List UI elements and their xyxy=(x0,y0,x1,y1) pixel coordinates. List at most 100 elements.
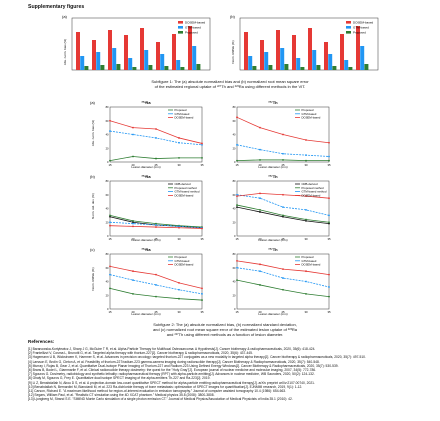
legend-label: DOSEM-based xyxy=(302,193,321,197)
data-point xyxy=(155,137,157,139)
data-point xyxy=(236,279,238,282)
data-point xyxy=(305,139,307,141)
bar xyxy=(140,28,144,70)
figure2-caption: Subfigure 2: The (a) absolute normalized… xyxy=(152,322,298,337)
data-point xyxy=(132,126,134,129)
panel-a-ylabel: Abs. norm. bias (%) xyxy=(63,39,67,65)
bar xyxy=(268,65,273,70)
y-tick-label: 0 xyxy=(107,160,109,164)
data-point xyxy=(259,159,261,161)
data-point xyxy=(201,142,203,145)
panel-axes xyxy=(109,253,203,310)
panel-axes xyxy=(236,106,330,163)
legend-label: CRB-derived xyxy=(302,182,318,186)
row-c-label: (c) xyxy=(90,247,95,252)
data-point xyxy=(282,152,284,155)
y-tick-label: 0 xyxy=(107,234,109,238)
data-point xyxy=(155,284,157,286)
legend-label: DOSEM-based xyxy=(302,263,321,267)
y-tick-label: 60 xyxy=(233,119,236,123)
row-a-right-xlabel: Lesion diameter (mm) xyxy=(258,165,287,169)
x-tick-label: 20 xyxy=(131,310,135,314)
row-b-left-title: ²²³Ra xyxy=(141,174,151,179)
legend-gtm-b: GTM-based xyxy=(353,26,369,30)
y-tick-label: 80 xyxy=(106,105,109,109)
reference-item: [11] Carson, Richard E. "A maximum likel… xyxy=(28,389,287,394)
row-a-right-title: ²²⁷Th xyxy=(268,100,278,105)
y-tick-label: 60 xyxy=(106,119,109,123)
bar xyxy=(292,35,296,70)
line-panel: 15 20 25 30 35 0 20 40 60 80 ProposedGTM-basedDOSE… xyxy=(106,252,204,314)
figure1-bar-charts: (a) Abs. norm. bias (%) DOSEM-based GTM-… xyxy=(62,14,379,71)
y-tick-label: 60 xyxy=(233,266,236,270)
legend-label: Proposed xyxy=(302,255,314,259)
y-tick-label: 80 xyxy=(233,105,236,109)
bar xyxy=(264,52,269,70)
y-tick-label: 60 xyxy=(106,266,109,270)
figure2-line-charts: (a) ²²³Ra ²²⁷Th Abs. norm. bias (%) Lesi… xyxy=(90,100,331,316)
data-point xyxy=(259,270,261,273)
bar xyxy=(96,52,101,70)
data-point xyxy=(109,287,111,290)
y-tick-label: 20 xyxy=(233,146,236,150)
data-point xyxy=(109,265,111,268)
series-line xyxy=(236,144,330,157)
legend-label: Proposed xyxy=(175,255,187,259)
reference-item: [8] Ghaly M, Sgouros G, Frey E. Quantita… xyxy=(28,376,211,381)
data-point xyxy=(305,280,307,283)
bar xyxy=(284,64,289,70)
x-tick-label: 20 xyxy=(258,237,262,241)
data-point xyxy=(201,287,203,290)
data-point xyxy=(259,197,261,200)
reference-item: [7] Sgouros G. Dosimetry, radiobiology a… xyxy=(28,372,315,377)
data-point xyxy=(259,148,261,151)
data-point xyxy=(109,130,111,132)
legend-label: GTM-based xyxy=(302,112,317,116)
data-point xyxy=(132,221,134,224)
y-tick-label: 40 xyxy=(233,280,236,284)
data-point xyxy=(109,273,111,276)
y-tick-label: 40 xyxy=(106,280,109,284)
row-c-right-title: ²²⁷Th xyxy=(268,247,278,252)
legend-label: GTM-based xyxy=(175,112,190,116)
row-a-ylabel: Abs. norm. bias (%) xyxy=(91,120,95,146)
panel-a-bars xyxy=(76,26,201,70)
data-point xyxy=(282,215,284,218)
bar xyxy=(100,65,105,70)
series-line xyxy=(109,120,203,144)
series-line xyxy=(109,287,203,301)
legend-label: Proposed xyxy=(302,108,314,112)
data-point xyxy=(236,259,238,262)
data-point xyxy=(282,133,284,136)
x-tick-label: 20 xyxy=(258,310,262,314)
data-point xyxy=(178,156,180,159)
y-tick-label: 20 xyxy=(233,293,236,297)
row-c-labels: (c) ²²³Ra ²²⁷Th Norm. RMSE (%) Lesion di… xyxy=(90,247,288,316)
data-point xyxy=(282,277,284,279)
x-tick-label: 30 xyxy=(177,237,181,241)
bar xyxy=(344,60,349,70)
bar xyxy=(144,50,149,70)
bar xyxy=(164,66,169,70)
y-tick-label: 80 xyxy=(233,252,236,256)
data-point xyxy=(259,284,261,286)
data-point xyxy=(236,116,238,119)
bar xyxy=(260,40,264,70)
bar xyxy=(312,50,317,70)
legend-dosem: DOSEM-based xyxy=(185,21,206,25)
y-tick-label: 20 xyxy=(233,220,236,224)
bar xyxy=(316,65,321,70)
data-point xyxy=(328,286,330,288)
bar xyxy=(176,60,181,70)
panel-a-legend: DOSEM-based GTM-based Proposed xyxy=(178,21,206,35)
bar xyxy=(76,32,80,70)
data-point xyxy=(155,273,157,276)
data-point xyxy=(132,133,134,136)
reference-item: [2] Frantellizzi V, Cosma L, Brunotti G,… xyxy=(28,351,253,356)
series-line xyxy=(236,267,330,288)
bar xyxy=(308,28,312,70)
figure1-caption: Subfigure 1: The (a) absolute normalized… xyxy=(151,79,309,89)
legend-swatch-proposed-b xyxy=(346,31,351,34)
x-tick-label: 15 xyxy=(108,237,112,241)
row-a-labels: (a) ²²³Ra ²²⁷Th Abs. norm. bias (%) Lesi… xyxy=(90,100,288,169)
